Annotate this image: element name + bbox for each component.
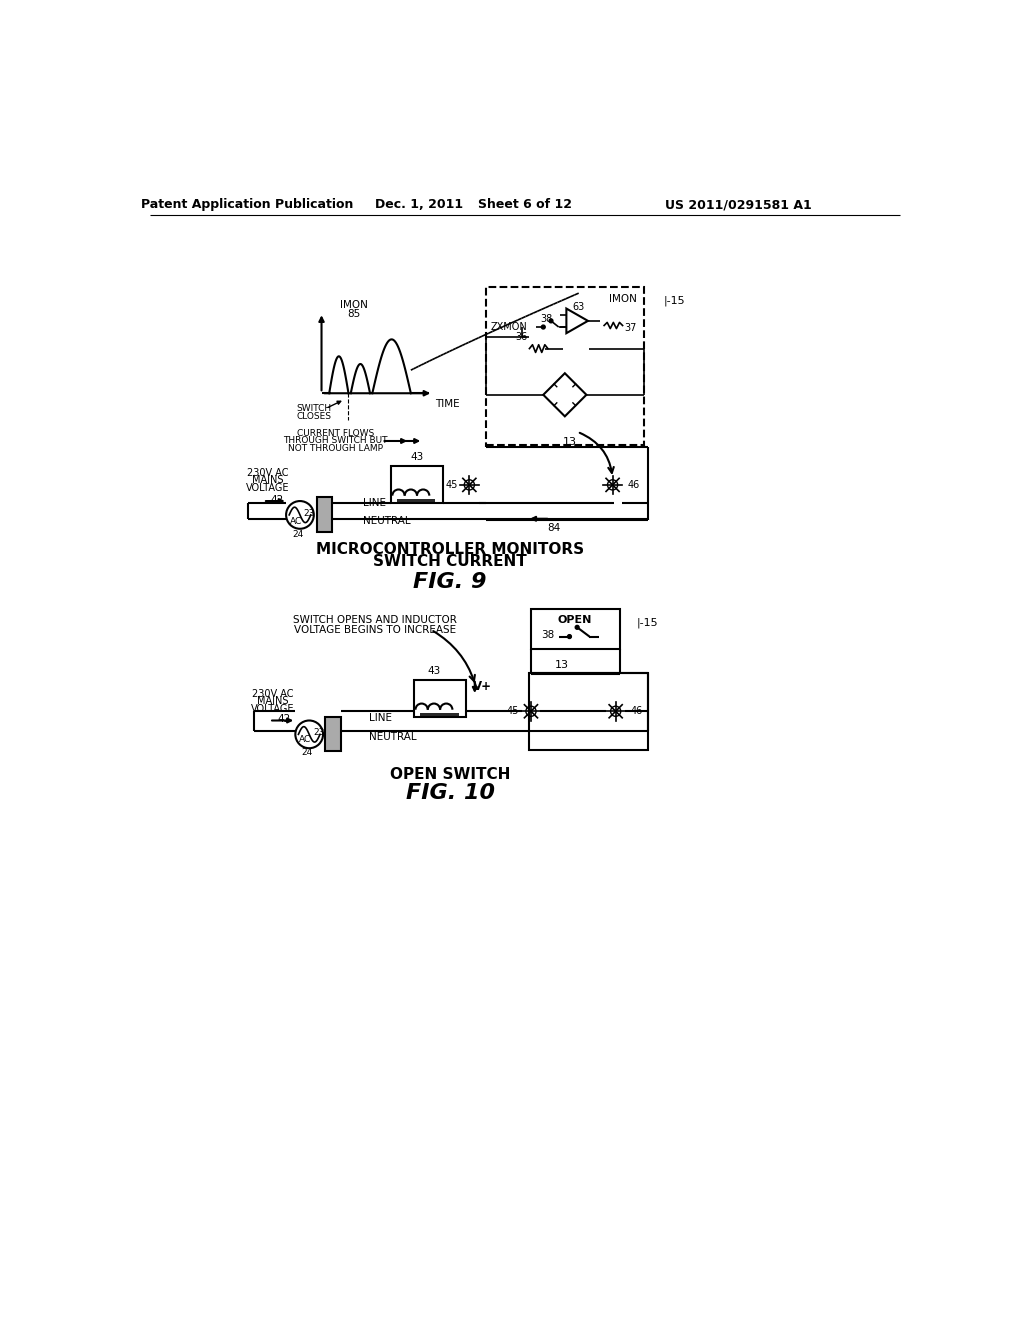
Text: 84: 84 [548,523,561,533]
Text: AC: AC [299,735,311,744]
Text: 45: 45 [507,706,519,717]
Bar [486,286,644,445]
Text: NEUTRAL: NEUTRAL [370,731,417,742]
Bar [316,498,333,532]
Bar [529,673,648,750]
Text: 36: 36 [516,333,527,342]
Text: FIG. 9: FIG. 9 [414,572,486,591]
Bar [326,717,341,751]
Text: SWITCH: SWITCH [296,404,332,413]
Text: THROUGH SWITCH BUT: THROUGH SWITCH BUT [283,437,388,445]
Text: CLOSES: CLOSES [296,412,332,421]
Text: 37: 37 [624,323,637,333]
Text: 46: 46 [631,706,643,717]
Text: TIME: TIME [435,399,460,409]
Text: 24: 24 [301,748,312,758]
Text: Dec. 1, 2011: Dec. 1, 2011 [375,198,464,211]
Text: 42: 42 [278,714,291,723]
Text: 46: 46 [628,480,640,490]
Text: Sheet 6 of 12: Sheet 6 of 12 [478,198,571,211]
Text: FIG. 10: FIG. 10 [406,783,495,803]
Text: MAINS: MAINS [257,696,289,706]
Text: SWITCH OPENS AND INDUCTOR: SWITCH OPENS AND INDUCTOR [294,615,458,626]
Text: 85: 85 [347,309,360,319]
Text: US 2011/0291581 A1: US 2011/0291581 A1 [666,198,812,211]
Text: SWITCH CURRENT: SWITCH CURRENT [373,554,527,569]
Text: NOT THROUGH LAMP: NOT THROUGH LAMP [288,445,383,453]
Text: ZXMON: ZXMON [492,322,527,333]
Text: V+: V+ [473,680,493,693]
Text: CURRENT FLOWS: CURRENT FLOWS [297,429,374,438]
Text: 45: 45 [445,480,458,490]
Text: 24: 24 [293,529,304,539]
Text: 42: 42 [270,495,284,504]
Text: 23: 23 [313,727,325,737]
Bar [414,681,466,718]
Text: LINE: LINE [364,498,386,508]
Text: 38: 38 [541,314,553,325]
Circle shape [549,319,553,323]
Circle shape [575,626,580,630]
Text: 43: 43 [427,667,440,676]
Text: 63: 63 [572,302,585,312]
Text: 13: 13 [555,660,568,671]
Text: 38: 38 [542,630,555,640]
Bar [391,466,443,503]
Text: 43: 43 [411,453,424,462]
Text: LINE: LINE [370,713,392,723]
Bar [531,609,620,649]
Text: OPEN: OPEN [558,615,592,624]
Text: MAINS: MAINS [252,475,284,486]
Text: AC: AC [290,516,302,525]
Text: 13: 13 [562,437,577,446]
Text: VOLTAGE BEGINS TO INCREASE: VOLTAGE BEGINS TO INCREASE [294,626,457,635]
Text: Patent Application Publication: Patent Application Publication [141,198,353,211]
Text: NEUTRAL: NEUTRAL [364,516,411,527]
Text: VOLTAGE: VOLTAGE [246,483,290,492]
Text: 230V AC: 230V AC [252,689,294,698]
Text: 23: 23 [303,510,315,517]
Text: IMON: IMON [608,294,637,305]
Text: 230V AC: 230V AC [247,467,289,478]
Text: VOLTAGE: VOLTAGE [251,704,295,714]
Text: |-15: |-15 [664,296,685,306]
Text: MICROCONTROLLER MONITORS: MICROCONTROLLER MONITORS [316,543,584,557]
Text: IMON: IMON [340,300,368,310]
Text: |-15: |-15 [637,618,658,628]
Circle shape [567,635,571,639]
Circle shape [542,325,545,329]
Text: OPEN SWITCH: OPEN SWITCH [390,767,510,781]
